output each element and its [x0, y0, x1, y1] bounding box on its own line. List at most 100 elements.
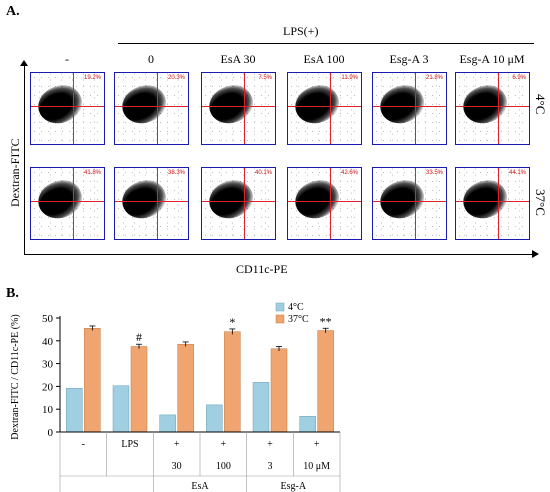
flow-cytometry-plot: 33.5% [372, 167, 447, 240]
quadrant-line-vertical [330, 73, 332, 144]
row-temperature-label: 37°C [533, 189, 548, 216]
x-category-label: LPS [121, 439, 138, 450]
flow-cytometry-plot: 6.9% [455, 72, 530, 145]
quadrant-line-vertical [415, 168, 417, 239]
quadrant-percent: 19.2% [83, 75, 101, 81]
x-category-label: + [174, 439, 180, 450]
flow-cytometry-plot: 11.9% [287, 72, 362, 145]
quadrant-line-horizontal [373, 105, 446, 107]
legend-swatch-4c [275, 302, 285, 312]
y-axis-title: Dextran-FITC / CD11c-PE (%) [10, 314, 21, 439]
quadrant-percent: 40.1% [254, 170, 272, 176]
quadrant-line-vertical [498, 168, 500, 239]
quadrant-line-horizontal [115, 200, 188, 202]
quadrant-percent: 38.3% [167, 170, 185, 176]
panel-b-label: B. [6, 286, 19, 301]
quadrant-line-horizontal [373, 200, 446, 202]
quadrant-percent: 33.5% [425, 170, 443, 176]
x-dose-label: 10 μM [303, 461, 330, 472]
flow-cytometry-plot: 38.3% [114, 167, 189, 240]
y-tick-label: 10 [42, 404, 54, 416]
quadrant-line-vertical [157, 168, 159, 239]
flow-cytometry-plot: 21.8% [372, 72, 447, 145]
row-temperature-label: 4°C [533, 94, 548, 115]
quadrant-line-vertical [244, 168, 246, 239]
flow-cytometry-plot: 20.3% [114, 72, 189, 145]
y-tick-label: 20 [42, 381, 54, 393]
quadrant-line-horizontal [202, 200, 275, 202]
quadrant-percent: 7.5% [258, 75, 272, 81]
y-tick-label: 50 [42, 313, 54, 325]
legend-label-4c: 4°C [288, 302, 304, 313]
bar-37c [317, 330, 334, 433]
quadrant-line-horizontal [31, 200, 104, 202]
y-tick-label: 30 [42, 359, 54, 371]
lps-label: LPS(+) [283, 24, 319, 38]
quadrant-percent: 44.1% [508, 170, 526, 176]
quadrant-percent: 41.8% [83, 170, 101, 176]
column-header: EsA 100 [303, 52, 345, 66]
quadrant-percent: 6.9% [512, 75, 526, 81]
significance-mark: ** [320, 314, 332, 328]
x-dose-label: 100 [216, 461, 231, 472]
panel-a-y-arrow [24, 64, 25, 254]
quadrant-line-vertical [73, 168, 75, 239]
cd11c-pe-axis-label: CD11c-PE [236, 262, 288, 276]
quadrant-line-horizontal [288, 200, 361, 202]
bar-chart: 0 10 20 30 40 50 Dextran-FITC / CD11c-PE (%) # *… [10, 302, 341, 492]
flow-cytometry-plot: 41.8% [30, 167, 105, 240]
flow-cytometry-plot: 19.2% [30, 72, 105, 145]
bar-37c [224, 331, 241, 433]
column-header: Esg-A 3 [389, 52, 429, 66]
bar-4c [159, 414, 176, 433]
arrow-right-icon [532, 250, 539, 258]
x-group-label: Esg-A [281, 481, 307, 492]
dextran-fitc-axis-label: Dextran-FITC [8, 138, 22, 207]
x-category-label: + [314, 439, 320, 450]
bar-37c [84, 328, 101, 433]
bar-37c [130, 346, 148, 433]
significance-mark: * [229, 315, 235, 329]
panel-a-x-arrow [24, 254, 534, 255]
x-group-label: EsA [191, 481, 209, 492]
bar-4c [299, 416, 316, 433]
quadrant-line-horizontal [456, 105, 529, 107]
bar-37c [177, 343, 194, 433]
arrow-up-icon [20, 60, 28, 66]
quadrant-percent: 42.6% [340, 170, 358, 176]
quadrant-line-horizontal [115, 105, 188, 107]
quadrant-line-vertical [498, 73, 500, 144]
y-tick-label: 0 [48, 427, 54, 439]
lps-bracket [118, 43, 534, 44]
y-tick-label: 40 [42, 336, 54, 348]
x-dose-label: 3 [268, 461, 273, 472]
x-category-label: + [221, 439, 227, 450]
flow-cytometry-plot: 44.1% [455, 167, 530, 240]
quadrant-line-vertical [330, 168, 332, 239]
flow-cytometry-plot: 40.1% [201, 167, 276, 240]
bar-4c [206, 404, 223, 433]
x-category-label: + [267, 439, 273, 450]
quadrant-line-horizontal [288, 105, 361, 107]
quadrant-line-vertical [157, 73, 159, 144]
bar-37c [270, 348, 288, 433]
column-header: EsA 30 [220, 52, 256, 66]
x-dose-label: 30 [172, 461, 182, 472]
column-header: 0 [148, 52, 154, 66]
quadrant-line-vertical [73, 73, 75, 144]
column-header: - [65, 52, 69, 66]
bar-4c [112, 385, 130, 433]
x-category-label: - [82, 439, 85, 450]
column-header: Esg-A 10 μM [459, 52, 525, 66]
bar-4c [252, 382, 270, 433]
quadrant-line-horizontal [31, 105, 104, 107]
legend-label-37c: 37°C [288, 314, 309, 325]
quadrant-line-horizontal [202, 105, 275, 107]
quadrant-percent: 11.9% [341, 75, 358, 81]
quadrant-percent: 20.3% [167, 75, 185, 81]
panel-a-label: A. [6, 4, 20, 19]
quadrant-percent: 21.8% [425, 75, 443, 81]
quadrant-line-vertical [244, 73, 246, 144]
quadrant-line-vertical [415, 73, 417, 144]
quadrant-line-horizontal [456, 200, 529, 202]
